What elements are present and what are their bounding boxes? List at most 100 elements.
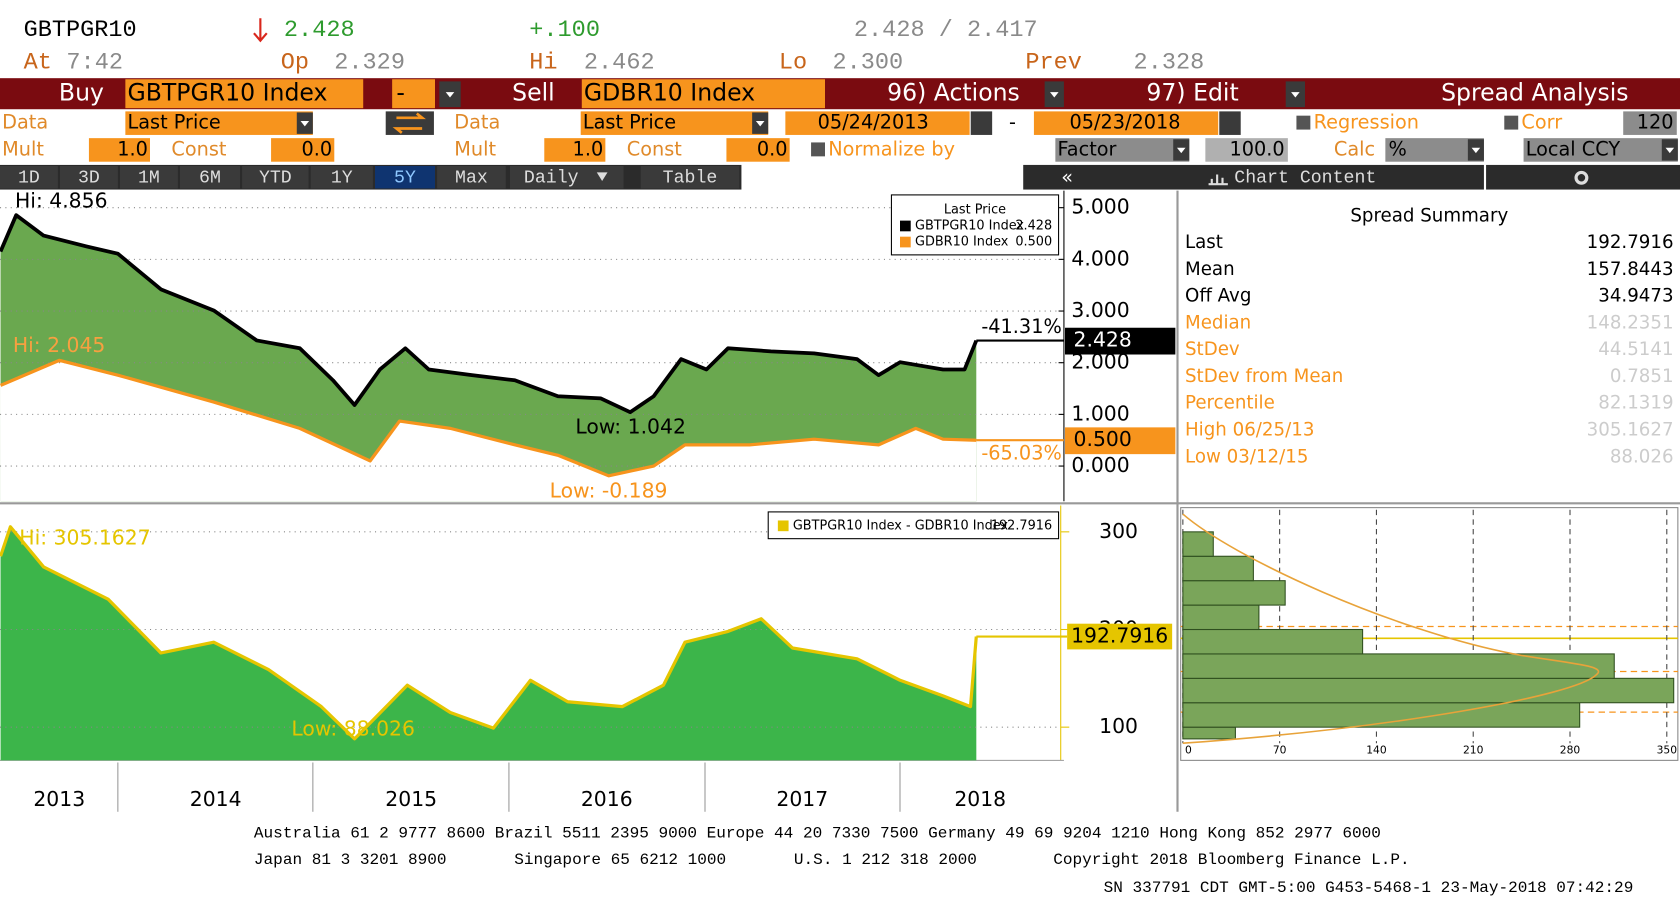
calendar-button[interactable] [970,111,993,135]
quote-field: 2.462 [584,49,655,76]
y-tick-label: 1.000 [1071,401,1129,425]
calc-select[interactable] [1385,138,1484,162]
factor-select[interactable] [1055,138,1190,162]
checkbox[interactable] [811,142,825,157]
quote-field: 2.300 [833,49,904,76]
operator-input[interactable] [392,79,435,109]
table-label: Table [663,169,718,189]
actions-menu: 96) Actions [887,79,1020,107]
period-button[interactable] [60,165,118,189]
security-input[interactable] [581,79,825,109]
summary-value: 0.7851 [1610,366,1674,387]
period-label: 6M [199,169,221,189]
normal-curve [1182,513,1600,745]
mult-input[interactable] [88,138,150,162]
checkbox[interactable] [1504,115,1519,130]
last-value-label: 0.500 [1074,427,1132,451]
date-input[interactable] [785,111,970,135]
summary-value: 82.1319 [1598,393,1673,414]
period-button[interactable] [375,165,435,189]
x-tick-label: 210 [1463,744,1484,757]
currency-select[interactable] [1523,138,1678,162]
const-input[interactable] [726,138,790,162]
quote-field: Op [281,49,309,76]
chart-content-bar[interactable] [1023,164,1484,190]
histogram-bar [1182,580,1286,606]
dropdown-arrow [1050,92,1059,98]
area-fill [0,360,977,502]
low-annotation: Low: 88.026 [291,716,414,740]
period-button[interactable] [0,165,58,189]
swap-button[interactable] [385,111,434,135]
x-tick-label: 2013 [33,787,85,811]
field-label: Data [2,111,48,134]
data-input[interactable] [580,111,769,135]
summary-label: Percentile [1185,393,1275,414]
series-line [0,358,977,478]
window-text: 120 [1637,111,1674,134]
series-line [0,525,978,741]
checkbox[interactable] [1296,115,1311,130]
summary-label: Low 03/12/15 [1185,446,1308,467]
legend-swatch [900,236,911,248]
period-label: YTD [259,169,292,189]
chart-icon [1208,174,1228,186]
currency-text: Local CCY [1526,137,1621,160]
calendar-button[interactable] [1219,111,1241,135]
data-input[interactable] [125,111,313,135]
summary-value: 157.8443 [1587,259,1674,280]
summary-value: 88.026 [1610,446,1674,467]
table-button[interactable] [640,165,740,189]
low-annotation: Low: -0.189 [550,479,668,503]
footer-text: Singapore 65 6212 1000 [514,851,726,869]
x-tick-label: 2018 [954,787,1006,811]
const-input[interactable] [271,138,335,162]
period-button[interactable] [242,165,309,189]
period-label: Max [455,169,488,189]
last-value-label: 2.428 [1074,328,1132,352]
calc-text: % [1389,137,1407,160]
window-input[interactable] [1623,111,1677,135]
period-button[interactable] [310,165,373,189]
mult-input[interactable] [544,138,606,162]
collapse-icon[interactable]: « [1061,165,1073,188]
legend-swatch [900,220,911,232]
quote-field: Prev [1025,49,1082,76]
security-input[interactable] [125,79,364,109]
histogram-bar [1182,555,1254,582]
date-input[interactable] [1033,111,1219,135]
field-label: Const [171,137,226,160]
dropdown-arrow [755,121,765,127]
frequency-button[interactable] [510,165,624,189]
period-button[interactable] [180,165,240,189]
ticker: GBTPGR10 [24,17,137,44]
settings-bar[interactable] [1486,164,1680,190]
y-tick-label: 0.000 [1071,453,1129,477]
x-tick-label: 280 [1560,744,1581,757]
edit-menu: 97) Edit [1146,79,1238,107]
checkbox-label: Normalize by [828,137,955,160]
summary-label: Median [1185,312,1251,333]
factor-input[interactable] [1205,138,1288,162]
period-button[interactable] [437,165,506,189]
dropdown-arrow [1291,92,1300,98]
footer-text: Australia 61 2 9777 8600 Brazil 5511 239… [254,824,1381,842]
x-tick-label: 2017 [776,787,828,811]
histogram-bar [1182,531,1214,557]
legend-label: GBTPGR10 Index - GDBR10 Index [793,518,1009,533]
y-tick-label: 5.000 [1071,195,1129,219]
field-label: Const [627,137,682,160]
last-value-box [1065,327,1176,355]
quote-field: 2.328 [1134,49,1205,76]
summary-label: Last [1185,232,1223,253]
gear-icon[interactable] [1574,170,1589,185]
period-label: 3D [78,169,100,189]
histogram-bar [1182,604,1260,631]
legend [767,511,1060,540]
dropdown-arrow [1471,147,1481,154]
quote-field: 2.329 [334,49,405,76]
y-tick-label: 100 [1099,714,1138,738]
period-button[interactable] [120,165,178,189]
